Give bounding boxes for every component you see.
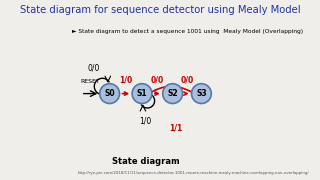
Text: http://rye-pie.com/2018/11/11/sequence-detector-1001-moore-machine-mealy-machine: http://rye-pie.com/2018/11/11/sequence-d… bbox=[77, 171, 309, 175]
Circle shape bbox=[191, 84, 211, 103]
Text: 1/1: 1/1 bbox=[169, 123, 182, 132]
Text: 0/0: 0/0 bbox=[151, 76, 164, 85]
Text: S0: S0 bbox=[104, 89, 115, 98]
Text: State diagram for sequence detector using Mealy Model: State diagram for sequence detector usin… bbox=[20, 5, 300, 15]
Text: 1/0: 1/0 bbox=[119, 76, 132, 85]
Text: State diagram: State diagram bbox=[112, 158, 180, 166]
Text: 0/0: 0/0 bbox=[180, 76, 194, 85]
Circle shape bbox=[132, 84, 152, 103]
Text: 1/0: 1/0 bbox=[140, 116, 152, 125]
Text: ► State diagram to detect a sequence 1001 using  Mealy Model (Overlapping): ► State diagram to detect a sequence 100… bbox=[72, 29, 303, 34]
Text: RESET: RESET bbox=[80, 79, 100, 84]
Circle shape bbox=[163, 84, 182, 103]
Text: S1: S1 bbox=[137, 89, 147, 98]
Text: S3: S3 bbox=[196, 89, 207, 98]
Circle shape bbox=[100, 84, 119, 103]
Text: S2: S2 bbox=[167, 89, 178, 98]
Text: 0/0: 0/0 bbox=[87, 64, 100, 73]
